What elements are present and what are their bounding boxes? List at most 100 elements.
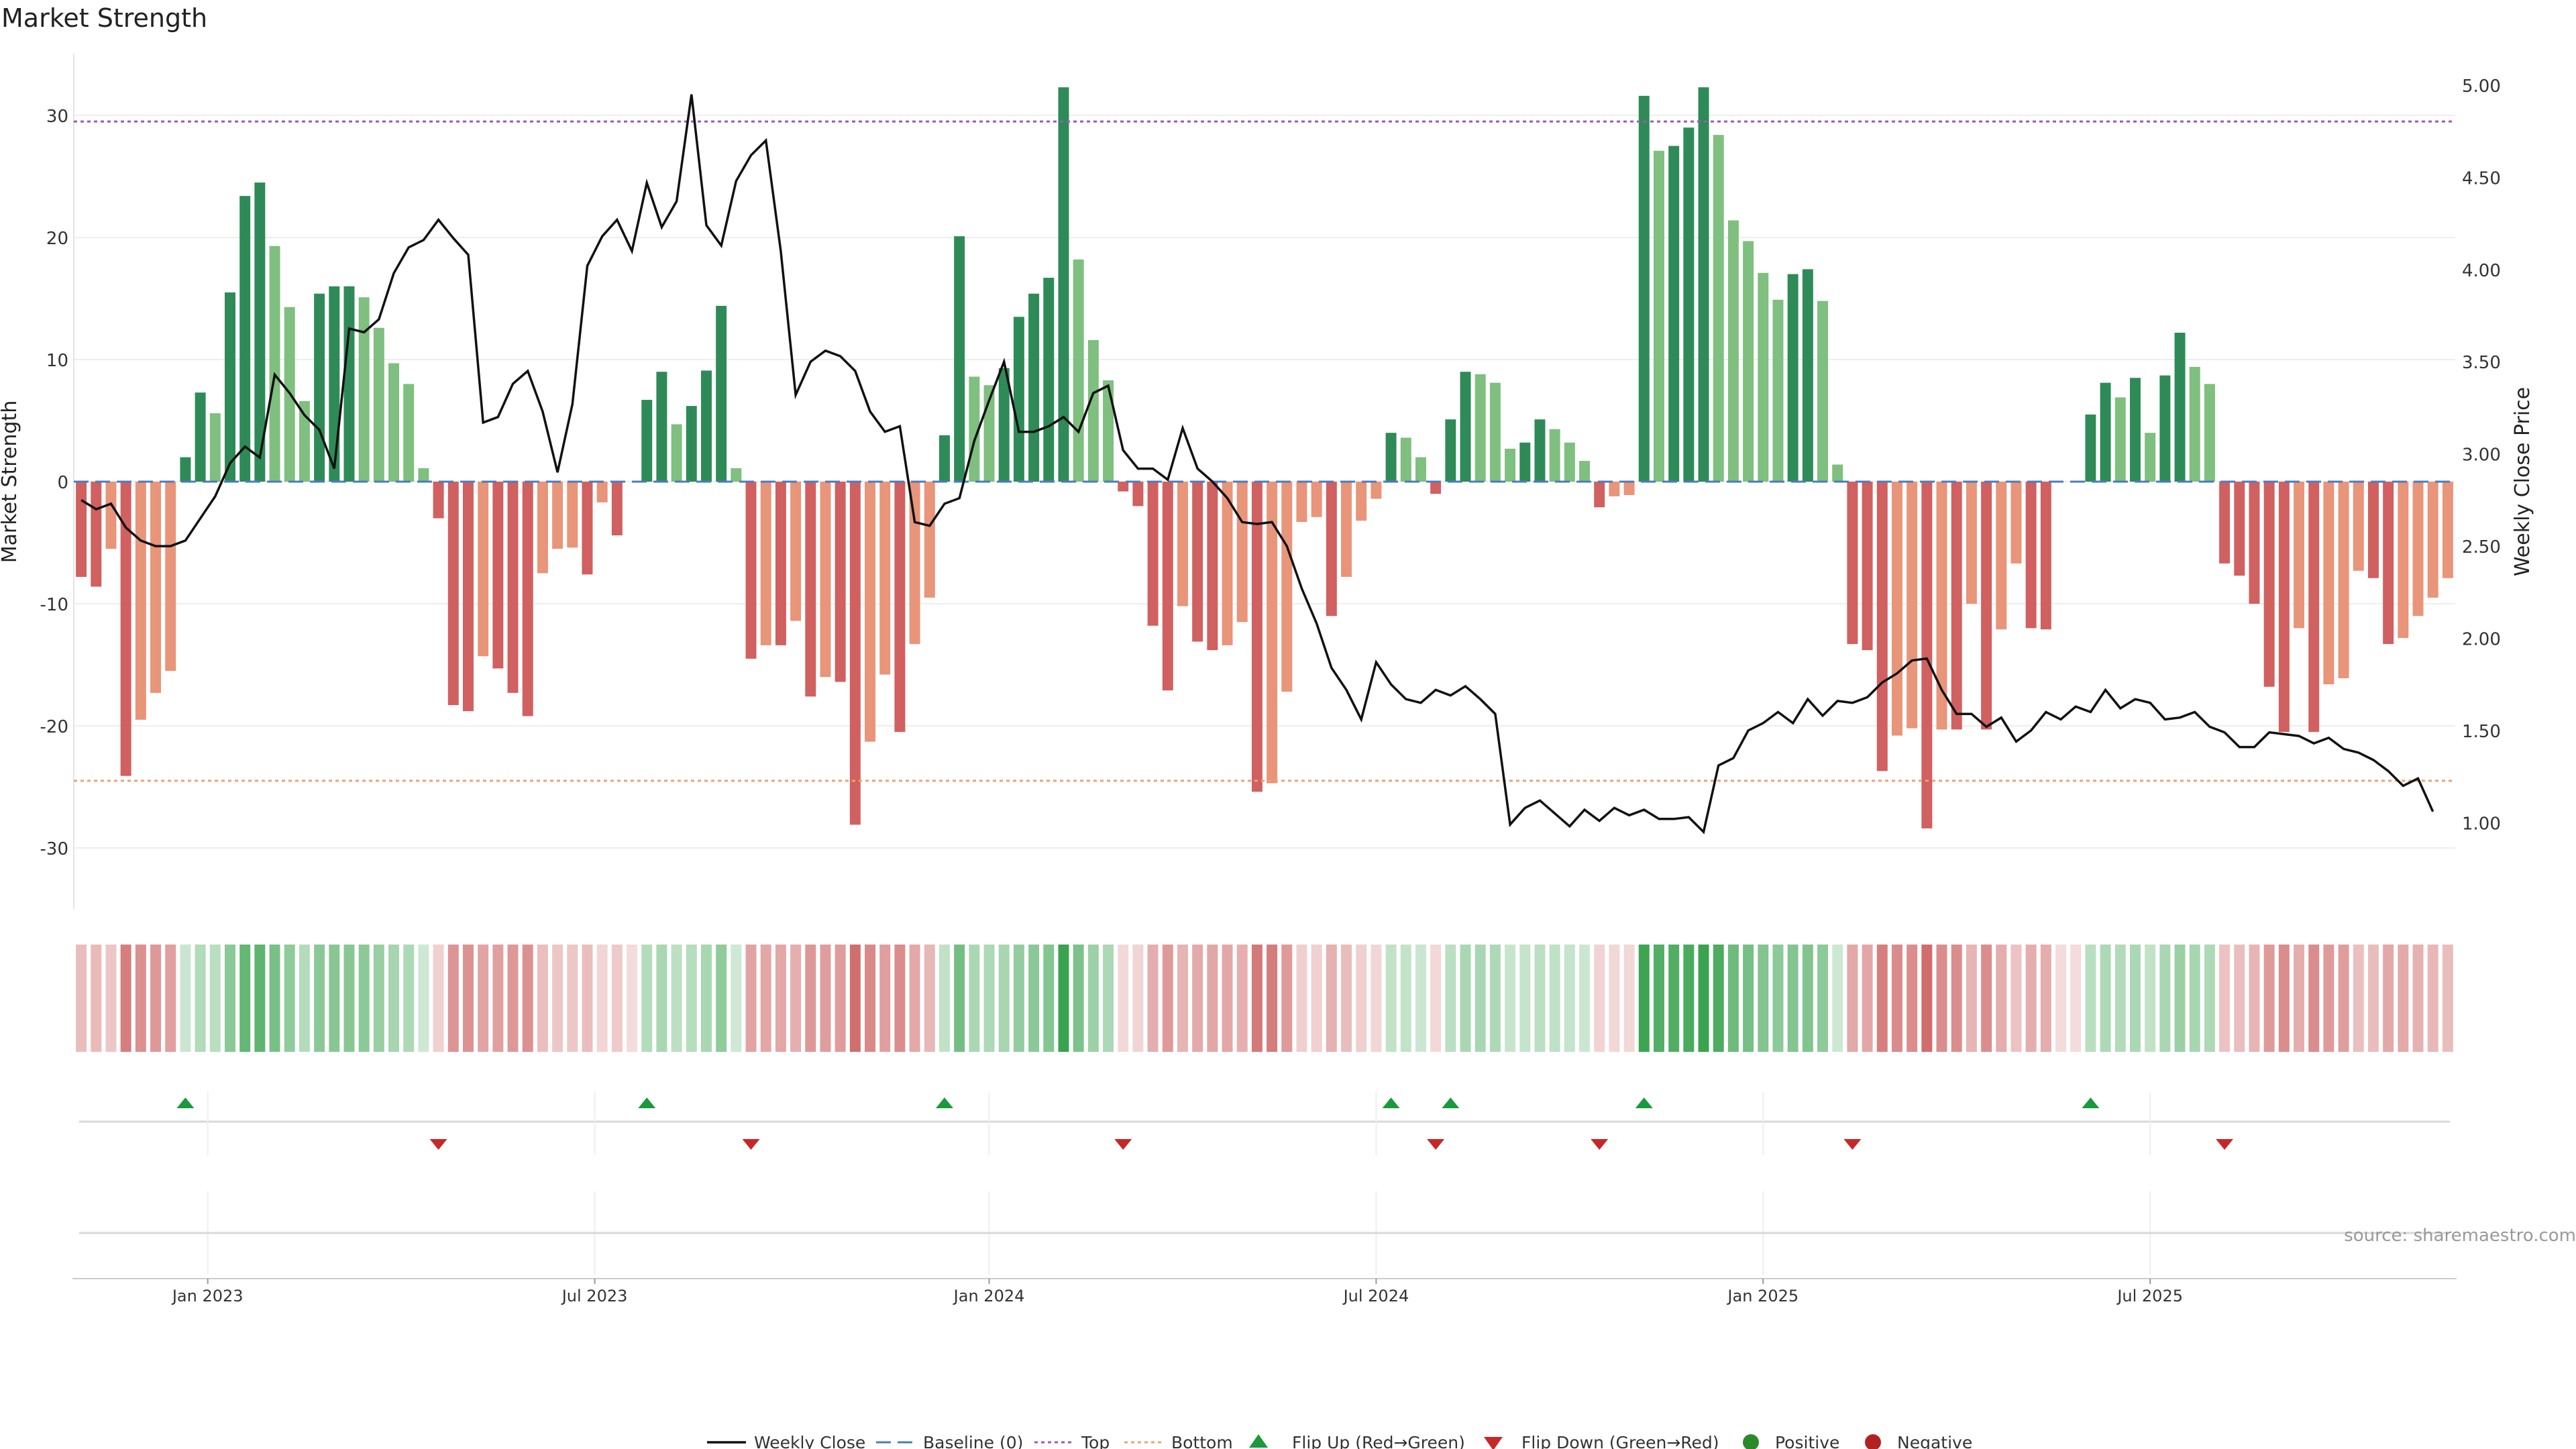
strength-bar: [1668, 146, 1680, 482]
heat-cell: [1147, 945, 1159, 1052]
heat-cell: [1727, 945, 1739, 1052]
heat-cell: [433, 945, 444, 1052]
strength-bar: [269, 246, 280, 482]
strength-bar: [2367, 482, 2379, 578]
heat-cell: [2263, 945, 2275, 1052]
heat-cell: [1251, 945, 1263, 1052]
strength-bar: [1162, 482, 1173, 691]
strength-bar: [1758, 272, 1769, 482]
strength-bar: [522, 482, 533, 716]
left-tick-label: 30: [46, 107, 68, 127]
strength-bar: [716, 305, 727, 482]
strength-bar: [1371, 482, 1382, 499]
strength-bar: [2353, 482, 2364, 571]
heat-cell: [1653, 945, 1664, 1052]
heat-cell: [909, 945, 920, 1052]
strength-bar: [2114, 397, 2126, 482]
heat-cell: [2278, 945, 2290, 1052]
strength-bar: [1787, 274, 1799, 482]
heat-cell: [894, 945, 906, 1052]
heat-cell: [582, 945, 593, 1052]
strength-bar: [224, 292, 235, 482]
heat-cell: [1847, 945, 1858, 1052]
strength-bar: [820, 482, 831, 678]
heat-cell: [671, 945, 682, 1052]
left-axis-label: Market Strength: [0, 400, 21, 563]
heat-cell: [1623, 945, 1635, 1052]
flip-down-marker: [1427, 1139, 1445, 1150]
strength-bar: [1891, 482, 1902, 736]
strength-bar: [1713, 135, 1724, 482]
heat-cell: [760, 945, 771, 1052]
heat-cell: [1222, 945, 1233, 1052]
strength-bar: [1609, 482, 1620, 496]
strength-bar: [120, 482, 131, 776]
x-tick-label: Jan 2024: [953, 1287, 1025, 1305]
strength-bar: [2278, 482, 2290, 733]
heat-cell: [1936, 945, 1947, 1052]
heat-cell: [641, 945, 653, 1052]
strength-bar: [2308, 482, 2320, 733]
heat-cell: [2159, 945, 2171, 1052]
heat-cell: [1698, 945, 1709, 1052]
heat-cell: [1207, 945, 1218, 1052]
heat-cell: [1817, 945, 1829, 1052]
heat-cell: [462, 945, 474, 1052]
flip-down-marker: [2216, 1139, 2234, 1150]
strength-bar: [1564, 442, 1575, 482]
strength-bar: [1400, 437, 1411, 482]
heat-cell: [954, 945, 965, 1052]
right-tick-label: 1.50: [2462, 722, 2501, 742]
strength-bar: [924, 482, 935, 598]
heat-cell: [611, 945, 623, 1052]
strength-bar: [2294, 482, 2305, 629]
strength-bar: [1385, 433, 1397, 482]
strength-bar: [492, 482, 504, 669]
heat-cell: [2174, 945, 2186, 1052]
heat-cell: [2114, 945, 2126, 1052]
heat-cell: [1192, 945, 1203, 1052]
heat-cell: [1356, 945, 1367, 1052]
flip-down-marker: [1591, 1139, 1609, 1150]
heat-cell: [1921, 945, 1933, 1052]
flip-up-marker: [2082, 1097, 2100, 1108]
strength-bar: [1802, 269, 1813, 482]
flip-down-marker: [1843, 1139, 1862, 1150]
strength-bar: [1087, 339, 1099, 482]
heat-cell: [2249, 945, 2260, 1052]
heat-cell: [1013, 945, 1024, 1052]
flip-markers: [176, 1097, 2234, 1150]
strength-bar: [2145, 433, 2156, 482]
strength-bar: [462, 482, 474, 712]
heat-cell: [1311, 945, 1322, 1052]
heat-cell: [1876, 945, 1888, 1052]
strength-bar: [641, 400, 653, 482]
heat-cell: [299, 945, 310, 1052]
strength-bar: [1519, 442, 1531, 482]
heat-cell: [731, 945, 742, 1052]
heat-cell: [1460, 945, 1471, 1052]
strength-bar: [2100, 382, 2111, 482]
x-axis-ticks: Jan 2023 Jul 2023 Jan 2024 Jul 2024 Jan 2025…: [171, 1279, 2183, 1305]
heat-cell: [180, 945, 191, 1052]
strength-bar: [388, 363, 400, 482]
heat-cell: [1891, 945, 1902, 1052]
strength-bar: [2412, 482, 2424, 616]
heat-cell: [478, 945, 489, 1052]
heat-cell: [656, 945, 667, 1052]
right-tick-label: 1.00: [2462, 814, 2501, 834]
heat-cell: [1415, 945, 1426, 1052]
legend-baseline-label: Baseline (0): [923, 1433, 1023, 1449]
strength-bar: [1207, 482, 1218, 651]
left-tick-label: -20: [40, 717, 68, 737]
strength-bar: [299, 400, 310, 482]
strength-bar: [2398, 482, 2409, 638]
heat-cell: [2025, 945, 2037, 1052]
x-tick-label: Jan 2023: [171, 1287, 244, 1305]
heat-cell: [1132, 945, 1144, 1052]
heat-cell: [1043, 945, 1055, 1052]
strength-bar: [1683, 127, 1695, 482]
heat-cell: [2383, 945, 2394, 1052]
strength-bar: [1118, 482, 1129, 492]
